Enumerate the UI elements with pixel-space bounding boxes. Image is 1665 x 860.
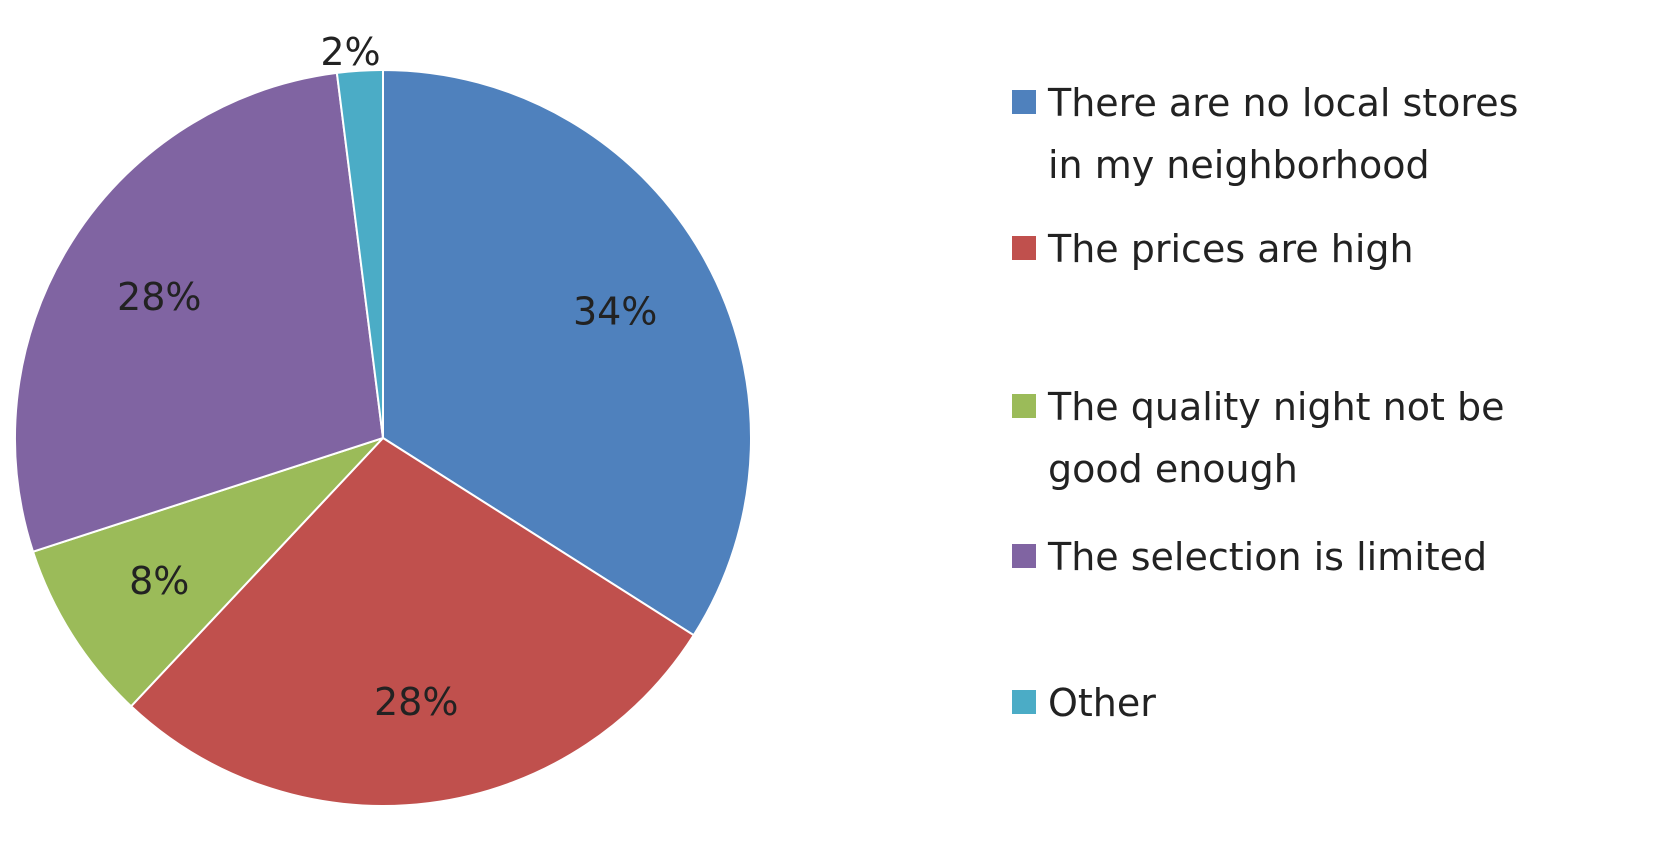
data-label-there-are-no-local-stores-in-my-neighborhood: 34% bbox=[573, 289, 657, 333]
legend-swatch-other bbox=[1012, 690, 1036, 714]
data-label-the-selection-is-limited: 28% bbox=[117, 275, 201, 319]
legend: There are no local stores in my neighborh… bbox=[1012, 81, 1518, 725]
legend-label-there-are-no-local-stores-in-my-neighborhood-line-1: There are no local stores bbox=[1047, 81, 1518, 125]
legend-label-the-quality-night-not-be-good-enough-line-2: good enough bbox=[1048, 447, 1298, 491]
legend-swatch-there-are-no-local-stores-in-my-neighborhood bbox=[1012, 90, 1036, 114]
legend-item-there-are-no-local-stores-in-my-neighborhood: There are no local stores in my neighborh… bbox=[1012, 81, 1518, 187]
data-labels: 34% 28% 8% 28% 2% bbox=[117, 30, 657, 724]
data-label-other: 2% bbox=[320, 30, 380, 74]
legend-item-the-selection-is-limited: The selection is limited bbox=[1012, 535, 1487, 579]
legend-swatch-the-prices-are-high bbox=[1012, 236, 1036, 260]
data-label-the-prices-are-high: 28% bbox=[374, 680, 458, 724]
legend-label-the-selection-is-limited: The selection is limited bbox=[1047, 535, 1487, 579]
pie-slice-the-quality-night-not-be-good-enough bbox=[31, 437, 384, 708]
pie-slice-other bbox=[335, 68, 384, 439]
legend-swatch-the-selection-is-limited bbox=[1012, 544, 1036, 568]
pie-slice-there-are-no-local-stores-in-my-neighborhood bbox=[382, 68, 752, 637]
legend-item-the-prices-are-high: The prices are high bbox=[1012, 227, 1414, 271]
pie-slice-the-prices-are-high bbox=[129, 436, 696, 807]
legend-swatch-the-quality-night-not-be-good-enough bbox=[1012, 394, 1036, 418]
data-label-the-quality-night-not-be-good-enough: 8% bbox=[129, 559, 189, 603]
legend-label-the-prices-are-high: The prices are high bbox=[1047, 227, 1414, 271]
legend-item-other: Other bbox=[1012, 681, 1156, 725]
pie-slices bbox=[14, 68, 752, 807]
legend-label-there-are-no-local-stores-in-my-neighborhood-line-2: in my neighborhood bbox=[1048, 143, 1430, 187]
legend-label-other: Other bbox=[1048, 681, 1156, 725]
legend-label-the-quality-night-not-be-good-enough-line-1: The quality night not be bbox=[1047, 385, 1504, 429]
pie-slice-the-selection-is-limited bbox=[14, 71, 385, 553]
legend-item-the-quality-night-not-be-good-enough: The quality night not be good enough bbox=[1012, 385, 1504, 491]
